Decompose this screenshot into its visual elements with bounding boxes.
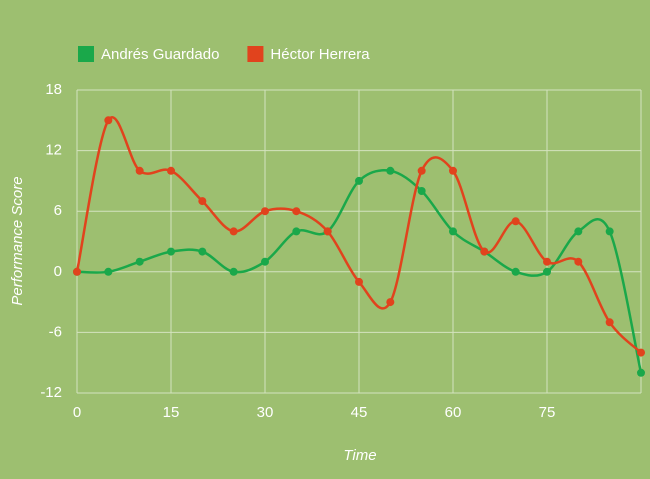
point [104,267,113,276]
legend-swatch [78,46,94,62]
y-tick-label: 12 [45,142,62,159]
x-tick-label: 45 [351,404,368,421]
y-tick-label: -12 [40,384,62,401]
point [261,257,269,266]
y-tick-label: -6 [49,323,62,340]
point [605,318,614,327]
x-tick-label: 15 [163,404,180,421]
point [292,207,301,216]
point [480,247,489,256]
y-tick-label: 0 [54,263,62,280]
point [543,257,551,266]
point [167,247,175,256]
point [574,227,583,236]
point [198,197,207,206]
point [417,187,426,195]
point [417,166,426,175]
x-tick-label: 75 [539,404,556,421]
point [511,217,520,226]
point [449,166,457,175]
point [323,227,332,236]
point [574,257,583,266]
point [229,227,238,236]
x-tick-label: 60 [445,404,462,421]
point [449,227,457,236]
point [543,267,551,276]
y-tick-label: 18 [45,81,62,98]
point [167,166,175,175]
point [135,166,144,175]
y-tick-label: 6 [54,202,62,219]
point [605,227,614,236]
point [198,247,207,256]
point [355,176,363,185]
x-tick-label: 30 [257,404,274,421]
y-axis-label: Performance Score [9,176,26,305]
point [637,368,645,377]
point [355,277,363,286]
point [292,227,301,236]
point [511,267,520,276]
point [261,207,269,216]
legend-label: Héctor Herrera [270,46,370,63]
point [637,348,645,357]
point [104,116,113,125]
legend-label: Andrés Guardado [101,46,219,63]
point [386,166,395,175]
legend-swatch [247,46,264,62]
point [229,267,238,276]
point [73,267,81,276]
x-tick-label: 0 [73,404,81,421]
point [135,257,144,266]
x-axis-label: Time [343,447,376,464]
point [386,298,395,307]
